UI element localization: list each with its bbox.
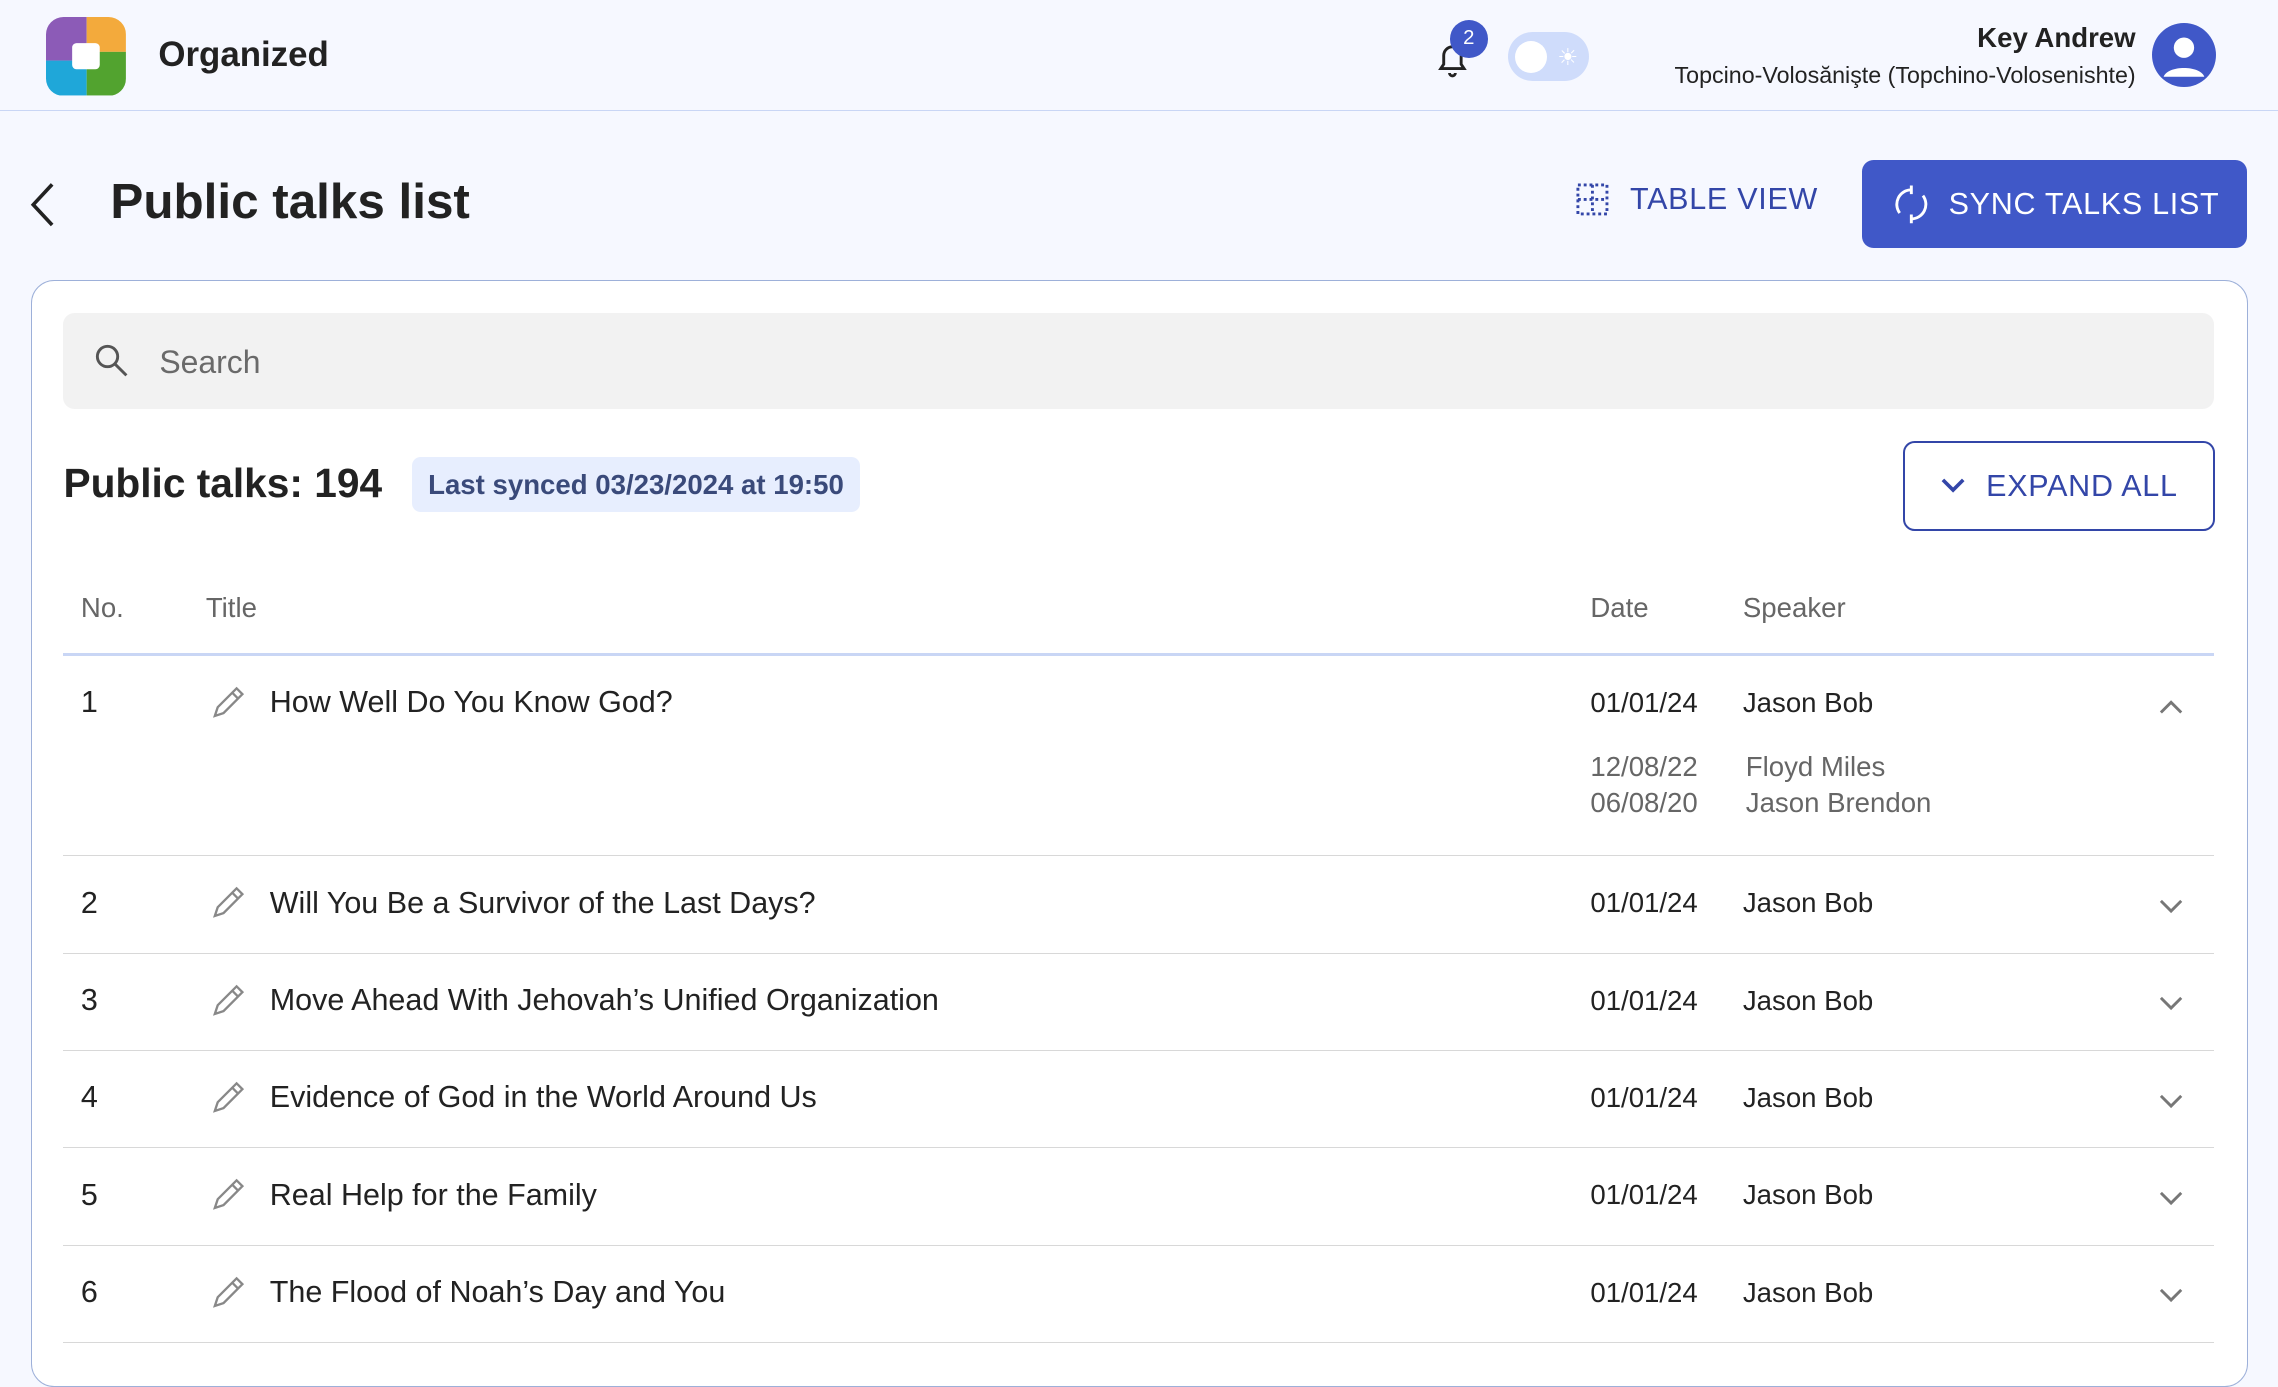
search-field[interactable] xyxy=(63,313,2214,413)
avatar[interactable] xyxy=(2151,23,2216,88)
talk-title: Will You Be a Survivor of the Last Days? xyxy=(269,885,816,920)
history-date: 06/08/20 xyxy=(1590,787,1698,819)
header-speaker: Speaker xyxy=(1742,592,1846,624)
talk-speaker: Jason Bob xyxy=(1742,1276,1874,1308)
talk-date: 01/01/24 xyxy=(1590,984,1698,1016)
header-title: Title xyxy=(205,592,257,624)
last-synced-badge: Last synced 03/23/2024 at 19:50 xyxy=(412,457,860,513)
history-date: 12/08/22 xyxy=(1590,751,1698,783)
talk-number: 6 xyxy=(80,1275,98,1310)
edit-pencil-icon[interactable] xyxy=(209,684,247,728)
edit-pencil-icon[interactable] xyxy=(209,884,247,928)
talk-speaker: Jason Bob xyxy=(1742,686,1874,718)
talk-row[interactable]: 5 Real Help for the Family 01/01/24 Jaso… xyxy=(63,1149,2214,1246)
talk-row[interactable]: 2 Will You Be a Survivor of the Last Day… xyxy=(63,857,2214,954)
talks-count: Public talks: 194 xyxy=(63,460,383,507)
chevron-down-icon[interactable] xyxy=(2158,1186,2184,1213)
app-logo[interactable] xyxy=(46,17,127,96)
table-view-button[interactable]: TABLE VIEW xyxy=(1575,182,1818,217)
congregation-name: Topcino-Volosănişte (Topchino-Volosenish… xyxy=(1674,62,2136,89)
talk-date: 01/01/24 xyxy=(1590,1276,1698,1308)
page-title: Public talks list xyxy=(110,173,470,229)
notification-count-badge: 2 xyxy=(1449,20,1488,59)
sync-icon xyxy=(1894,185,1927,223)
header-divider xyxy=(63,653,2214,657)
chevron-down-icon[interactable] xyxy=(2158,992,2184,1019)
search-input[interactable] xyxy=(156,313,2168,413)
talk-title: The Flood of Noah’s Day and You xyxy=(269,1275,726,1310)
app-header: Organized 2 ☀ Key Andrew Topcino-Volosăn… xyxy=(0,0,2278,112)
toggle-knob xyxy=(1515,40,1548,73)
talk-date: 01/01/24 xyxy=(1590,1179,1698,1211)
talks-card: Public talks: 194 Last synced 03/23/2024… xyxy=(30,280,2249,1387)
expand-all-button[interactable]: EXPAND ALL xyxy=(1902,441,2215,531)
sync-talks-button[interactable]: SYNC TALKS LIST xyxy=(1862,159,2248,249)
header-no: No. xyxy=(80,592,124,624)
talk-row[interactable]: 1 How Well Do You Know God? 01/01/24 Jas… xyxy=(63,656,2214,857)
talk-row[interactable]: 4 Evidence of God in the World Around Us… xyxy=(63,1051,2214,1149)
edit-pencil-icon[interactable] xyxy=(209,1274,247,1318)
sun-icon: ☀ xyxy=(1557,43,1579,70)
chevron-down-icon xyxy=(1941,478,1965,493)
chevron-down-icon[interactable] xyxy=(2158,1284,2184,1311)
edit-pencil-icon[interactable] xyxy=(209,1079,247,1123)
talk-title: Evidence of God in the World Around Us xyxy=(269,1080,817,1115)
sync-label: SYNC TALKS LIST xyxy=(1948,186,2220,221)
talk-number: 4 xyxy=(80,1080,98,1115)
talk-title: Real Help for the Family xyxy=(269,1177,597,1212)
history-speaker: Floyd Miles xyxy=(1745,751,1886,783)
chevron-up-icon[interactable] xyxy=(2158,694,2184,721)
talk-date: 01/01/24 xyxy=(1590,1081,1698,1113)
expand-all-label: EXPAND ALL xyxy=(1986,468,2178,503)
talk-number: 2 xyxy=(80,885,98,920)
user-name: Key Andrew xyxy=(1977,21,2136,53)
talk-speaker: Jason Bob xyxy=(1742,1179,1874,1211)
talk-row[interactable]: 3 Move Ahead With Jehovah’s Unified Orga… xyxy=(63,954,2214,1051)
talk-row[interactable]: 6 The Flood of Noah’s Day and You 01/01/… xyxy=(63,1246,2214,1343)
talk-title: How Well Do You Know God? xyxy=(269,685,673,720)
talk-speaker: Jason Bob xyxy=(1742,887,1874,919)
back-arrow-icon[interactable] xyxy=(26,180,61,235)
talk-number: 3 xyxy=(80,983,98,1018)
theme-toggle[interactable]: ☀ xyxy=(1508,31,1590,82)
talk-number: 1 xyxy=(80,685,98,720)
chevron-down-icon[interactable] xyxy=(2158,894,2184,921)
table-view-label: TABLE VIEW xyxy=(1630,181,1819,216)
talk-title: Move Ahead With Jehovah’s Unified Organi… xyxy=(269,983,939,1018)
talk-speaker: Jason Bob xyxy=(1742,984,1874,1016)
history-speaker: Jason Brendon xyxy=(1745,787,1932,819)
edit-pencil-icon[interactable] xyxy=(209,982,247,1026)
table-grid-icon xyxy=(1576,183,1609,216)
header-date: Date xyxy=(1590,592,1649,624)
search-icon xyxy=(95,345,127,377)
app-name: Organized xyxy=(158,34,329,74)
talk-number: 5 xyxy=(80,1177,98,1212)
talk-date: 01/01/24 xyxy=(1590,887,1698,919)
talk-date: 01/01/24 xyxy=(1590,686,1698,718)
talk-speaker: Jason Bob xyxy=(1742,1081,1874,1113)
chevron-down-icon[interactable] xyxy=(2158,1089,2184,1116)
edit-pencil-icon[interactable] xyxy=(209,1176,247,1220)
